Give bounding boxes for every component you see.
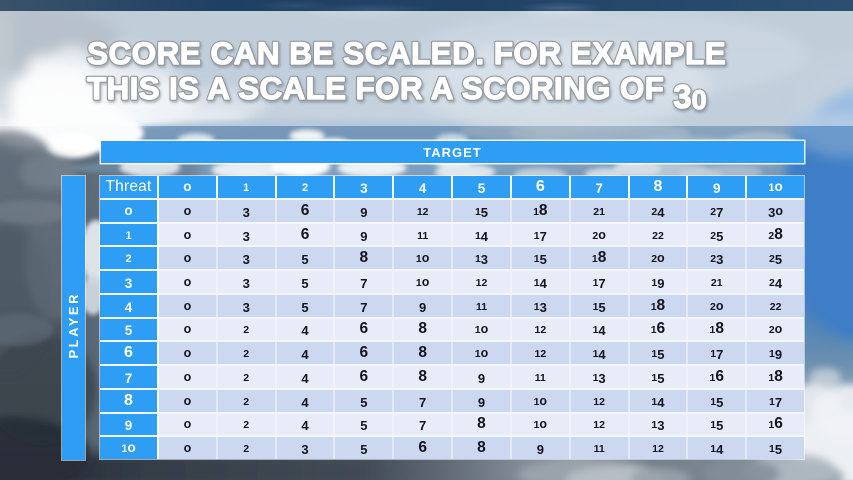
svg-text:THIS IS A SCALE FOR A SCORING: THIS IS A SCALE FOR A SCORING OF 30 (87, 70, 707, 115)
svg-text:SCORE CAN BE SCALED. FOR EXAMP: SCORE CAN BE SCALED. FOR EXAMPLE (87, 35, 726, 71)
svg-text:SCORE CAN BE SCALED. FOR EXAMP: SCORE CAN BE SCALED. FOR EXAMPLE (87, 35, 726, 71)
